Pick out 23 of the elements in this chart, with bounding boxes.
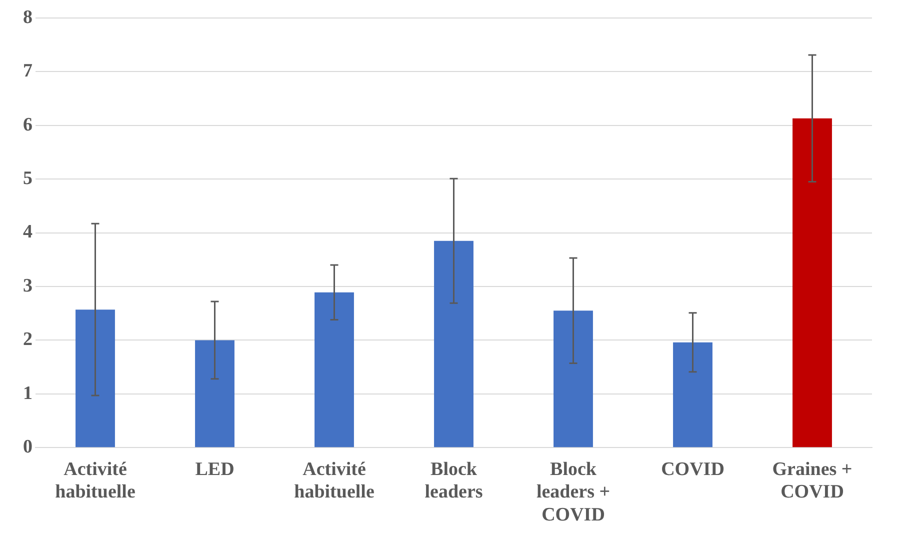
bar	[314, 292, 354, 448]
bar	[434, 240, 474, 448]
y-tick-label: 0	[23, 436, 32, 458]
y-tick-label: 3	[23, 275, 32, 296]
y-tick-label: 8	[23, 6, 32, 28]
x-tick-label: Graines + COVID	[772, 458, 852, 503]
y-tick-label: 4	[23, 222, 33, 243]
y-tick-label: 5	[23, 168, 32, 190]
x-tick-label: Activité habituelle	[294, 458, 374, 503]
x-tick-label: Block leaders + COVID	[536, 458, 610, 526]
bar	[792, 118, 832, 448]
x-tick-label: Block leaders	[424, 458, 483, 503]
x-tick-label: Activité habituelle	[55, 458, 136, 503]
y-tick-label: 1	[23, 382, 32, 404]
x-tick-label: LED	[195, 458, 234, 480]
y-tick-label: 7	[23, 60, 33, 82]
bar	[76, 310, 115, 448]
bar	[554, 310, 593, 448]
bar	[195, 340, 234, 448]
bar	[673, 342, 712, 448]
y-tick-label: 2	[23, 329, 32, 350]
x-tick-label: COVID	[661, 458, 724, 480]
y-tick-label: 6	[23, 114, 32, 136]
